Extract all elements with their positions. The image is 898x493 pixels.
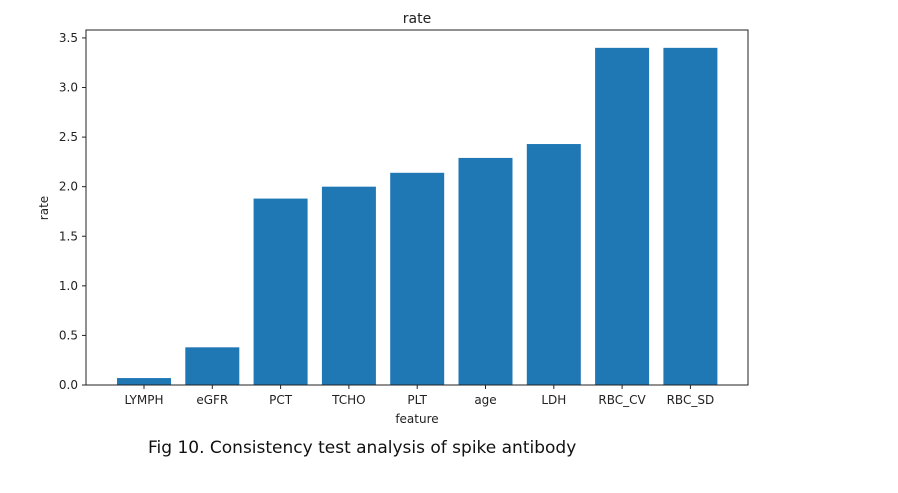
x-tick-label: LDH	[541, 393, 566, 407]
figure-caption: Fig 10. Consistency test analysis of spi…	[148, 438, 577, 458]
bar-rbc-sd	[663, 47, 718, 386]
y-tick-label: 1.5	[59, 229, 78, 243]
bar-rbc-cv	[595, 47, 650, 386]
x-tick-label: age	[474, 393, 496, 407]
x-tick-label: PCT	[269, 393, 293, 407]
y-axis-label: rate	[37, 196, 51, 220]
chart-title: rate	[403, 11, 431, 27]
y-tick-label: 0.5	[59, 328, 78, 342]
x-axis-ticks: LYMPH eGFR PCT TCHO PLT age LDH RBC_CV RBC_SD	[124, 385, 714, 407]
y-tick-label: 0.0	[59, 378, 78, 392]
bar-plt	[390, 172, 445, 385]
bar-age	[458, 157, 513, 385]
bar-lymph	[117, 378, 171, 385]
x-tick-label: TCHO	[331, 393, 365, 407]
plot-frame	[85, 29, 749, 386]
y-tick-label: 2.5	[59, 130, 78, 144]
y-axis-ticks: 0.0 0.5 1.0 1.5 2.0 2.5 3.0 3.5	[59, 31, 86, 392]
y-tick-label: 1.0	[59, 279, 78, 293]
y-tick-label: 3.0	[59, 81, 78, 95]
bar-tcho	[321, 186, 376, 385]
x-tick-label: eGFR	[196, 393, 228, 407]
x-tick-label: PLT	[407, 393, 427, 407]
x-axis-label: feature	[395, 412, 438, 426]
bar-pct	[253, 198, 308, 385]
y-tick-label: 2.0	[59, 180, 78, 194]
y-tick-label: 3.5	[59, 31, 78, 45]
bar-ldh	[526, 144, 581, 385]
bar-egfr	[185, 347, 240, 385]
x-tick-label: RBC_SD	[667, 393, 715, 407]
x-tick-label: LYMPH	[124, 393, 163, 407]
bars-group	[117, 47, 718, 386]
x-tick-label: RBC_CV	[598, 393, 646, 407]
